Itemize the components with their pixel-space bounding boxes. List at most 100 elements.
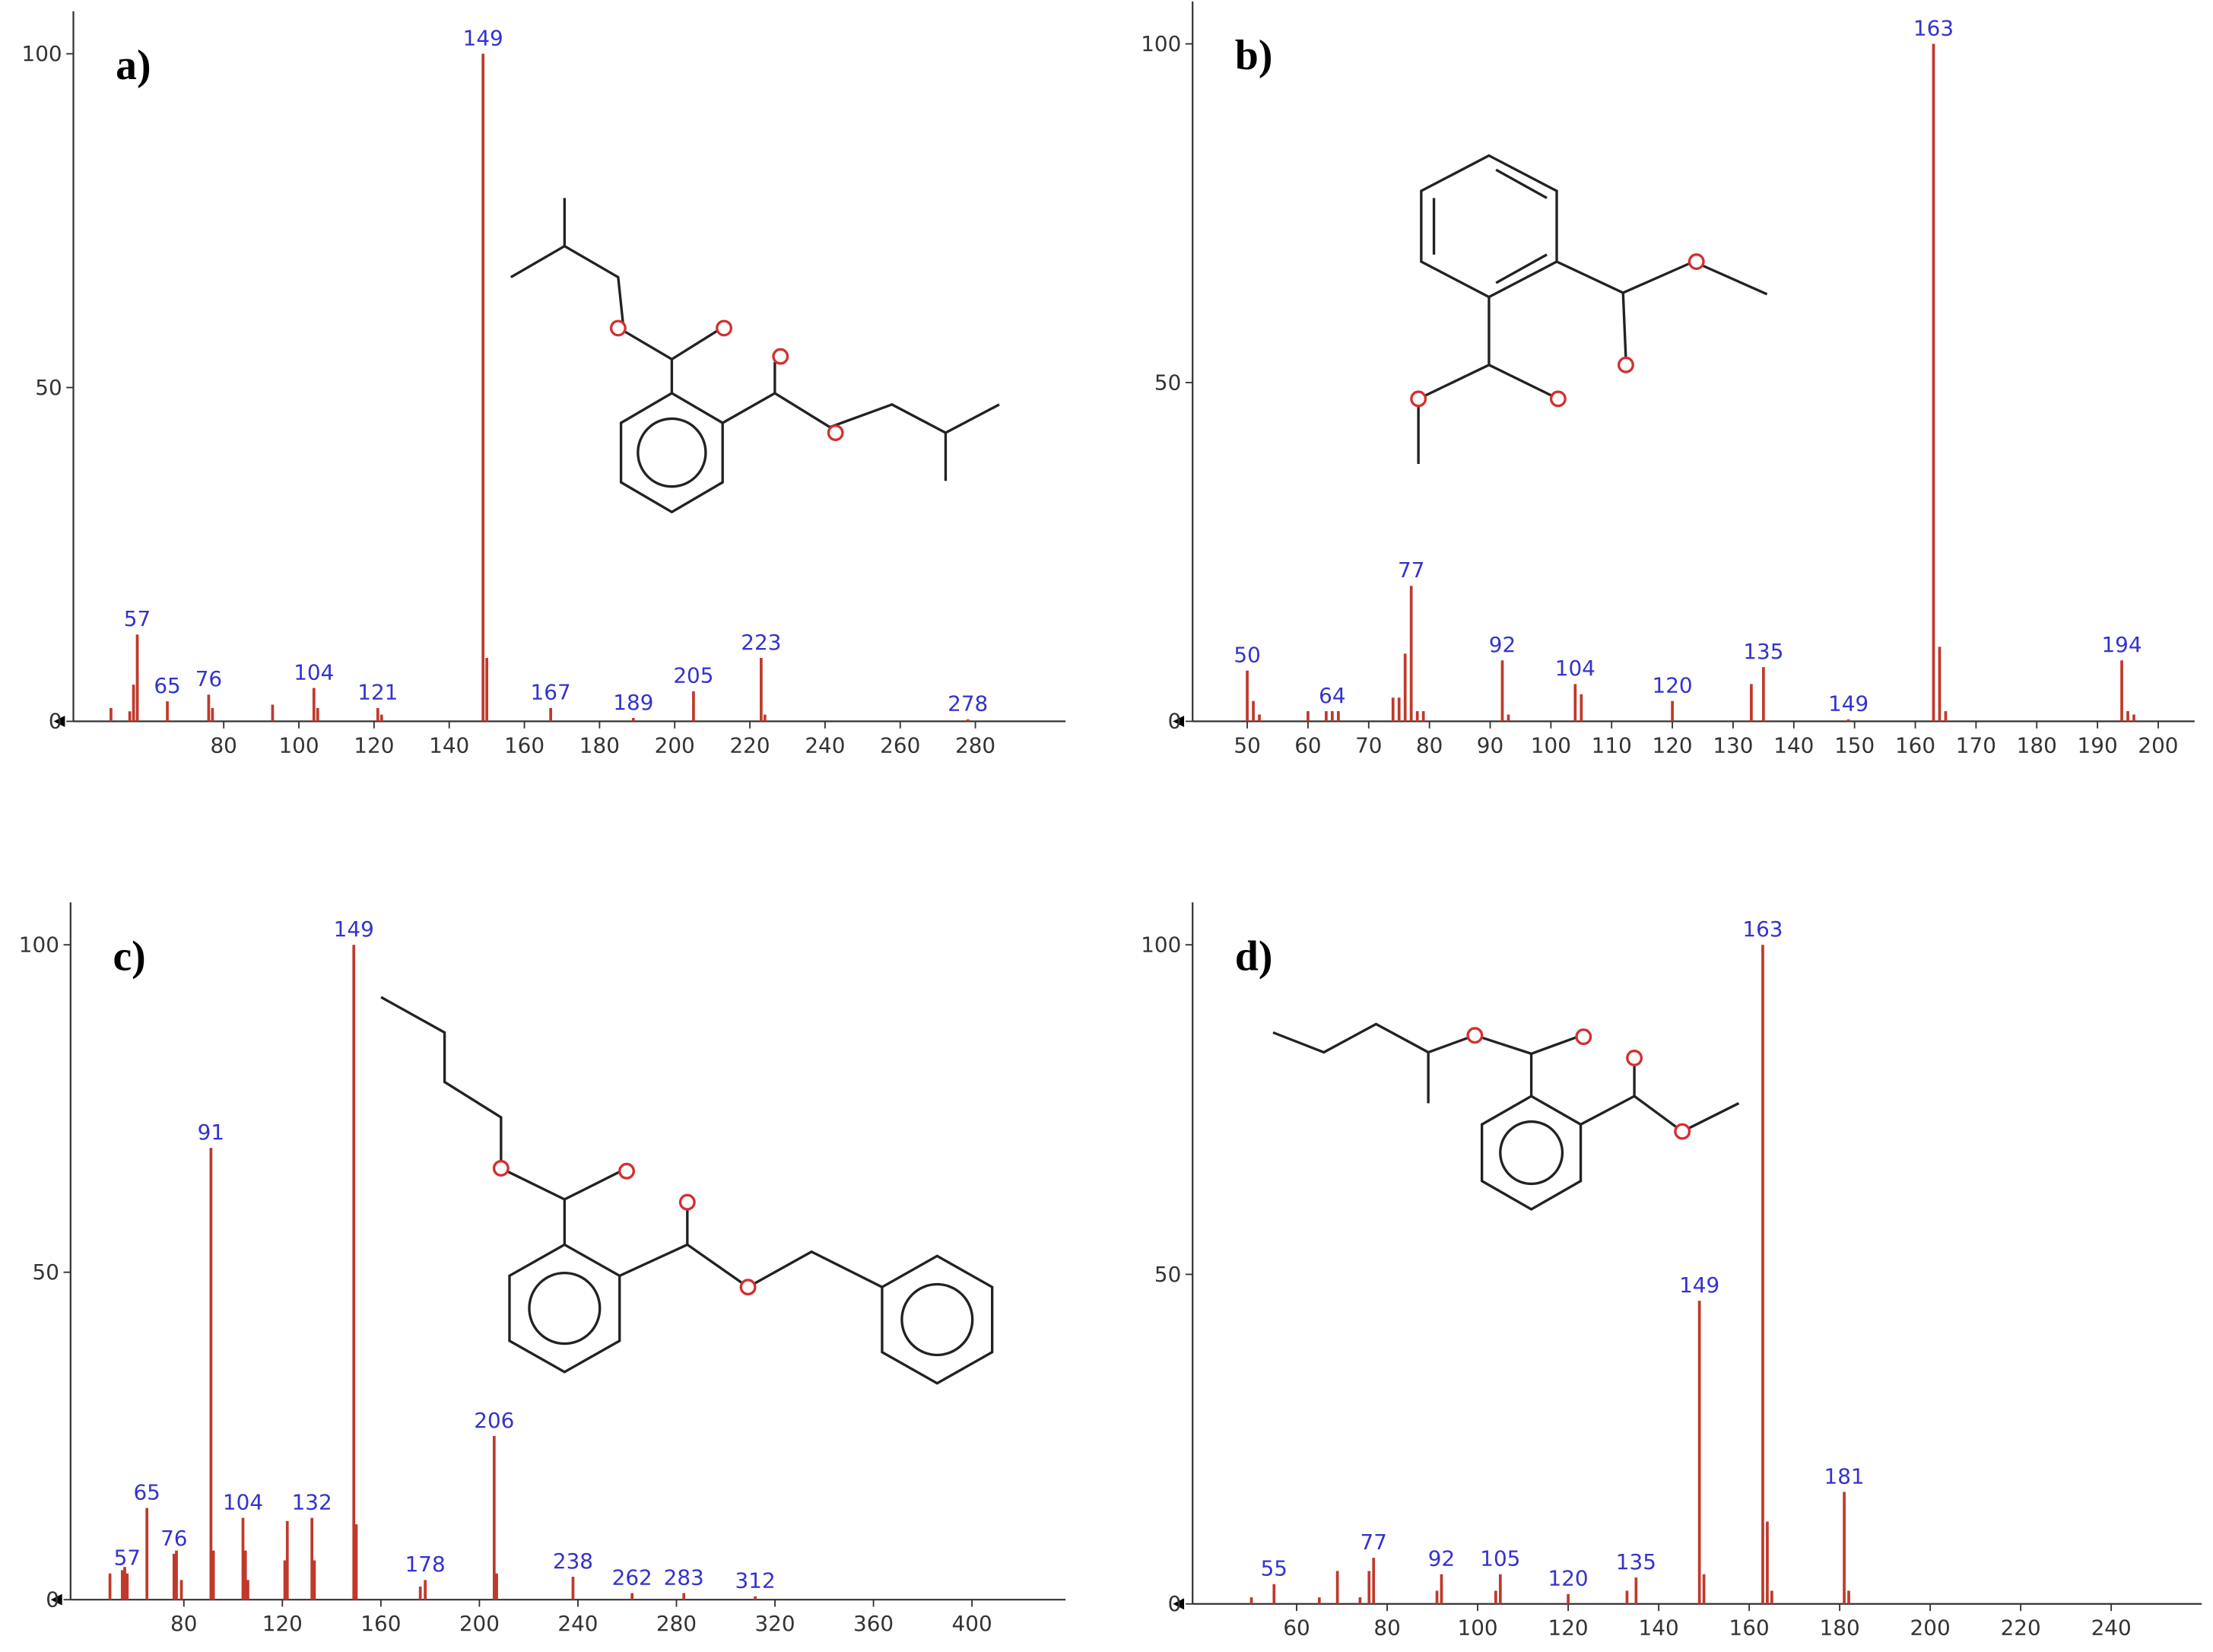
peak-label: 92 bbox=[1489, 632, 1516, 657]
peak-label: 104 bbox=[294, 659, 334, 685]
x-tick-label: 80 bbox=[1416, 732, 1443, 758]
axis-arrow bbox=[53, 715, 65, 727]
peak-label: 77 bbox=[1361, 1530, 1387, 1555]
x-tick-label: 160 bbox=[1729, 1615, 1770, 1641]
x-tick-label: 140 bbox=[429, 732, 469, 758]
y-tick-label: 100 bbox=[1141, 31, 1181, 56]
peak-label: 132 bbox=[292, 1489, 332, 1514]
x-tick-label: 200 bbox=[655, 732, 695, 758]
x-tick-label: 200 bbox=[459, 1611, 500, 1636]
x-tick-label: 200 bbox=[2138, 732, 2178, 758]
x-tick-label: 80 bbox=[210, 732, 237, 758]
x-tick-label: 120 bbox=[354, 732, 394, 758]
peak-label: 163 bbox=[1913, 15, 1954, 40]
peak-label: 181 bbox=[1824, 1463, 1865, 1488]
x-tick-label: 180 bbox=[579, 732, 620, 758]
x-tick-label: 190 bbox=[2078, 732, 2118, 758]
x-tick-label: 140 bbox=[1639, 1615, 1679, 1641]
peak-label: 149 bbox=[334, 917, 374, 942]
x-tick-label: 240 bbox=[557, 1611, 598, 1636]
peak-label: 262 bbox=[612, 1565, 652, 1590]
y-tick-label: 0 bbox=[49, 709, 62, 734]
x-tick-label: 320 bbox=[754, 1611, 795, 1636]
panel-title: d) bbox=[1235, 933, 1272, 980]
peak-label: 91 bbox=[198, 1120, 224, 1145]
axis-arrow bbox=[50, 1593, 62, 1606]
x-tick-label: 180 bbox=[2017, 732, 2057, 758]
peak-label: 65 bbox=[133, 1479, 160, 1504]
peak-label: 121 bbox=[357, 680, 398, 705]
structure-c bbox=[380, 996, 994, 1385]
x-tick-label: 400 bbox=[952, 1611, 992, 1636]
x-tick-label: 100 bbox=[278, 732, 319, 758]
x-tick-label: 60 bbox=[1294, 732, 1321, 758]
x-tick-label: 100 bbox=[1531, 732, 1571, 758]
x-tick-label: 180 bbox=[1820, 1615, 1860, 1641]
peak-label: 76 bbox=[195, 666, 222, 691]
x-tick-label: 240 bbox=[805, 732, 845, 758]
y-tick-label: 0 bbox=[1168, 1591, 1182, 1616]
x-tick-label: 120 bbox=[1548, 1615, 1589, 1641]
structure-d bbox=[1272, 1022, 1740, 1211]
structure-b bbox=[1410, 154, 1768, 464]
peak-label: 283 bbox=[664, 1565, 704, 1590]
peak-label: 65 bbox=[154, 673, 180, 698]
x-tick-label: 50 bbox=[1234, 732, 1260, 758]
x-tick-label: 220 bbox=[2001, 1615, 2041, 1641]
peak-label: 120 bbox=[1653, 672, 1693, 697]
x-tick-label: 120 bbox=[262, 1611, 303, 1636]
y-tick-label: 0 bbox=[1168, 709, 1182, 734]
peak-label: 57 bbox=[114, 1546, 141, 1571]
x-tick-label: 70 bbox=[1355, 732, 1382, 758]
x-tick-label: 110 bbox=[1592, 732, 1632, 758]
peak-label: 120 bbox=[1548, 1566, 1589, 1591]
x-tick-label: 80 bbox=[1373, 1615, 1400, 1641]
peak-label: 206 bbox=[474, 1408, 514, 1433]
peak-label: 104 bbox=[223, 1489, 263, 1514]
peak-label: 149 bbox=[1828, 691, 1869, 716]
x-tick-label: 360 bbox=[853, 1611, 894, 1636]
y-tick-label: 100 bbox=[1141, 932, 1181, 957]
peak-label: 92 bbox=[1428, 1546, 1455, 1571]
y-tick-label: 0 bbox=[46, 1587, 59, 1612]
x-tick-label: 220 bbox=[729, 732, 770, 758]
x-tick-label: 60 bbox=[1283, 1615, 1310, 1641]
peak-label: 238 bbox=[553, 1549, 593, 1574]
peak-label: 50 bbox=[1234, 642, 1260, 667]
y-tick-label: 100 bbox=[19, 932, 59, 957]
y-tick-label: 50 bbox=[33, 1260, 59, 1285]
y-tick-label: 50 bbox=[1154, 370, 1181, 395]
peak-label: 167 bbox=[531, 680, 571, 705]
peak-label: 104 bbox=[1555, 656, 1595, 681]
peak-label: 205 bbox=[673, 663, 713, 688]
peak-label: 194 bbox=[2101, 632, 2142, 657]
peak-label: 149 bbox=[1679, 1272, 1719, 1298]
axis-arrow bbox=[1173, 1598, 1185, 1610]
y-tick-label: 50 bbox=[35, 375, 62, 400]
peak-label: 105 bbox=[1480, 1546, 1520, 1571]
x-tick-label: 200 bbox=[1910, 1615, 1951, 1641]
x-tick-label: 90 bbox=[1477, 732, 1503, 758]
panel-title: c) bbox=[113, 933, 145, 980]
x-tick-label: 150 bbox=[1834, 732, 1875, 758]
x-tick-label: 240 bbox=[2091, 1615, 2132, 1641]
peak-label: 189 bbox=[613, 690, 653, 715]
x-tick-label: 280 bbox=[656, 1611, 697, 1636]
peak-label: 64 bbox=[1319, 683, 1345, 708]
panel-title: b) bbox=[1235, 32, 1272, 79]
x-tick-label: 280 bbox=[955, 732, 995, 758]
peak-label: 149 bbox=[463, 25, 503, 50]
peak-label: 178 bbox=[405, 1552, 446, 1577]
y-tick-label: 50 bbox=[1154, 1262, 1181, 1287]
peak-label: 135 bbox=[1616, 1549, 1656, 1574]
peak-label: 77 bbox=[1398, 558, 1424, 583]
x-tick-label: 160 bbox=[1895, 732, 1935, 758]
x-tick-label: 160 bbox=[360, 1611, 401, 1636]
x-tick-label: 260 bbox=[880, 732, 920, 758]
structure-a bbox=[510, 198, 1000, 514]
x-tick-label: 170 bbox=[1956, 732, 1996, 758]
panel-title: a) bbox=[116, 42, 151, 89]
peak-label: 135 bbox=[1743, 639, 1783, 664]
peak-label: 55 bbox=[1261, 1556, 1287, 1581]
